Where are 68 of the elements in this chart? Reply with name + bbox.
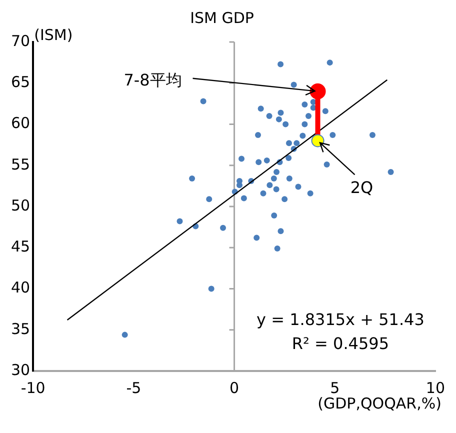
point [270, 176, 277, 182]
point [302, 102, 308, 108]
point [306, 113, 312, 120]
y-tick-label: 30 [10, 360, 30, 379]
point [282, 121, 289, 128]
point [294, 140, 300, 146]
annotation: 7-8平均 [124, 70, 182, 90]
point [258, 106, 264, 112]
point [369, 132, 376, 138]
point [266, 182, 273, 188]
point [208, 286, 214, 292]
y-tick-label: 50 [10, 196, 30, 214]
x-axis-title: (GDP,QOQAR,%) [318, 394, 442, 412]
x-tick-label: -10 [20, 378, 46, 397]
point [322, 108, 328, 114]
point [388, 168, 394, 175]
y-axis-title: (ISM) [34, 26, 73, 44]
annotation: y = 1.8315x + 51.43 [256, 310, 424, 330]
y-tick-label: 55 [10, 155, 30, 174]
y-tick-label: 45 [10, 238, 30, 256]
point [274, 168, 280, 175]
point [278, 228, 284, 234]
point [330, 132, 336, 138]
point [271, 212, 278, 219]
point [255, 132, 262, 138]
point [276, 116, 282, 122]
point [324, 162, 330, 168]
y-tick-label: 35 [10, 320, 30, 338]
point [200, 98, 206, 104]
point [278, 61, 284, 68]
point [189, 176, 196, 182]
point [310, 83, 326, 100]
point [311, 134, 324, 148]
point [256, 159, 262, 166]
y-tick-label: 60 [10, 114, 30, 132]
point [273, 186, 280, 192]
chart-title: ISM GDP [190, 8, 254, 27]
point [260, 190, 266, 196]
x-tick-label: -5 [126, 378, 142, 397]
point [240, 195, 247, 202]
y-tick-label: 65 [10, 73, 30, 92]
x-tick-label: 10 [426, 378, 446, 397]
point [122, 332, 128, 338]
point [300, 132, 306, 139]
y-tick-label: 40 [10, 278, 30, 297]
point [326, 60, 333, 66]
x-tick-label: 0 [230, 378, 240, 397]
point [290, 82, 297, 88]
point [295, 184, 302, 190]
point [254, 234, 260, 241]
point [274, 245, 280, 252]
point [238, 156, 245, 162]
annotation: R² = 0.4595 [292, 334, 390, 354]
point [286, 176, 292, 182]
point [278, 110, 284, 116]
point [282, 196, 288, 202]
x-tick-label: 5 [330, 378, 340, 397]
point [220, 224, 226, 231]
point [264, 157, 270, 164]
point [206, 196, 212, 202]
point [302, 121, 308, 128]
y-tick-label: 70 [10, 32, 30, 50]
point [286, 154, 292, 161]
annotation: 2Q [350, 178, 374, 197]
point [266, 113, 272, 120]
point [286, 140, 292, 146]
point [176, 218, 183, 224]
point [307, 190, 314, 196]
